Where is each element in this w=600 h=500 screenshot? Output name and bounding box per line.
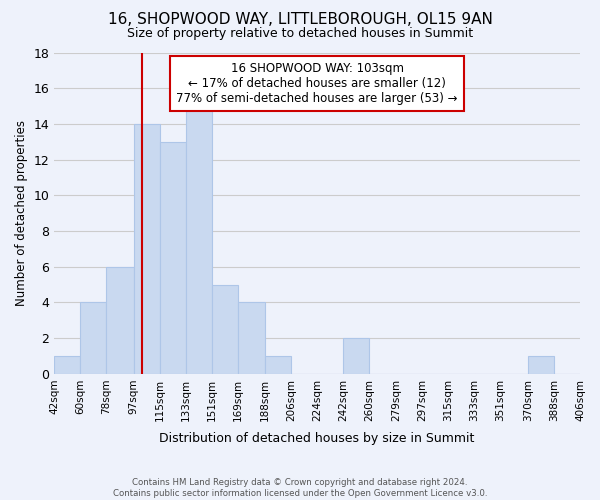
Bar	[238, 302, 265, 374]
Bar	[528, 356, 554, 374]
Bar	[54, 356, 80, 374]
Text: 16 SHOPWOOD WAY: 103sqm
← 17% of detached houses are smaller (12)
77% of semi-de: 16 SHOPWOOD WAY: 103sqm ← 17% of detache…	[176, 62, 458, 105]
Text: 16, SHOPWOOD WAY, LITTLEBOROUGH, OL15 9AN: 16, SHOPWOOD WAY, LITTLEBOROUGH, OL15 9A…	[107, 12, 493, 28]
Bar	[265, 356, 291, 374]
Bar	[186, 106, 212, 374]
Bar	[106, 267, 134, 374]
Bar	[212, 284, 238, 374]
Bar	[160, 142, 186, 374]
Text: Contains HM Land Registry data © Crown copyright and database right 2024.
Contai: Contains HM Land Registry data © Crown c…	[113, 478, 487, 498]
X-axis label: Distribution of detached houses by size in Summit: Distribution of detached houses by size …	[160, 432, 475, 445]
Text: Size of property relative to detached houses in Summit: Size of property relative to detached ho…	[127, 28, 473, 40]
Bar	[134, 124, 160, 374]
Bar	[80, 302, 106, 374]
Bar	[343, 338, 369, 374]
Y-axis label: Number of detached properties: Number of detached properties	[15, 120, 28, 306]
